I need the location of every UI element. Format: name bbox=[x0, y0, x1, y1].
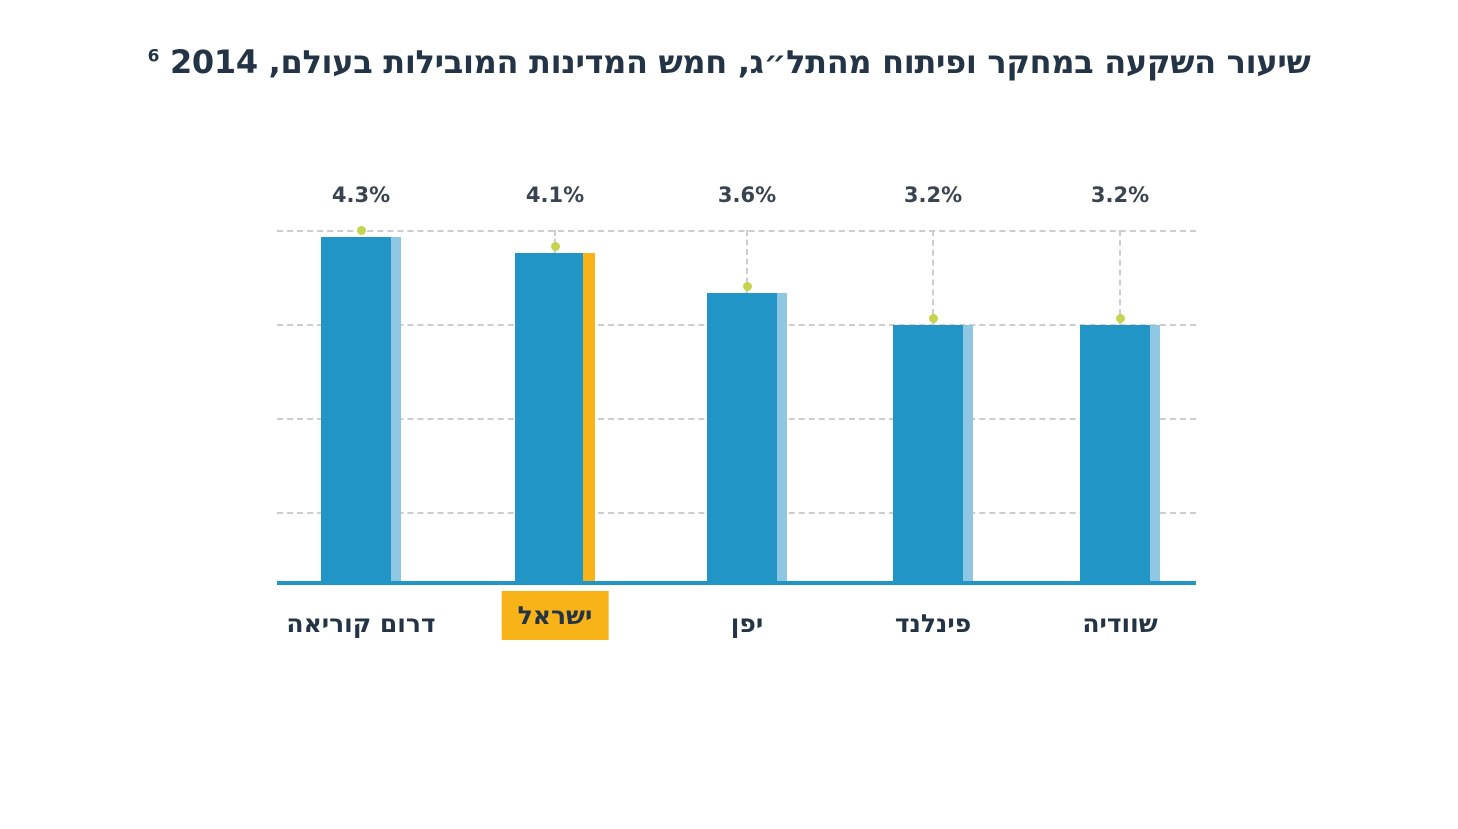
bar-connector-line bbox=[1119, 230, 1121, 325]
bar-top-dot bbox=[742, 282, 752, 291]
bar-value-label: 4.1% bbox=[525, 183, 585, 207]
chart-title-text: שיעור השקעה במחקר ופיתוח מהתל״ג, חמש המד… bbox=[169, 43, 1311, 82]
bar bbox=[893, 325, 973, 583]
bar bbox=[515, 253, 595, 583]
category-label: פינלנד bbox=[894, 609, 972, 638]
bar-highlight-strip bbox=[583, 253, 595, 583]
bar-top-dot bbox=[928, 314, 938, 323]
bar-connector-line bbox=[932, 230, 934, 325]
bar-edge-strip bbox=[963, 325, 973, 583]
bar-value-label: 3.2% bbox=[1090, 183, 1150, 207]
bar-value-label: 3.6% bbox=[717, 183, 777, 207]
x-axis-line bbox=[277, 581, 1196, 585]
bar bbox=[1080, 325, 1160, 583]
bar-top-dot bbox=[1115, 314, 1125, 323]
bar-value-label: 4.3% bbox=[331, 183, 391, 207]
footnote-marker: 6 bbox=[147, 46, 160, 67]
bar bbox=[707, 293, 787, 583]
bar bbox=[321, 237, 401, 583]
bar-top-dot bbox=[356, 226, 366, 235]
bar-edge-strip bbox=[1150, 325, 1160, 583]
bar-edge-strip bbox=[777, 293, 787, 583]
bar-connector-line bbox=[746, 230, 748, 293]
chart-title: שיעור השקעה במחקר ופיתוח מהתל״ג, חמש המד… bbox=[147, 43, 1311, 82]
bar-connector-line bbox=[554, 230, 556, 253]
gridline bbox=[277, 230, 1196, 232]
category-label: דרום קוריאה bbox=[286, 609, 436, 638]
category-label: ישראל bbox=[501, 591, 609, 640]
category-label: יפן bbox=[730, 609, 764, 638]
bar-edge-strip bbox=[391, 237, 401, 583]
bar-top-dot bbox=[550, 242, 560, 251]
category-label: שוודיה bbox=[1082, 609, 1158, 638]
bar-value-label: 3.2% bbox=[903, 183, 963, 207]
